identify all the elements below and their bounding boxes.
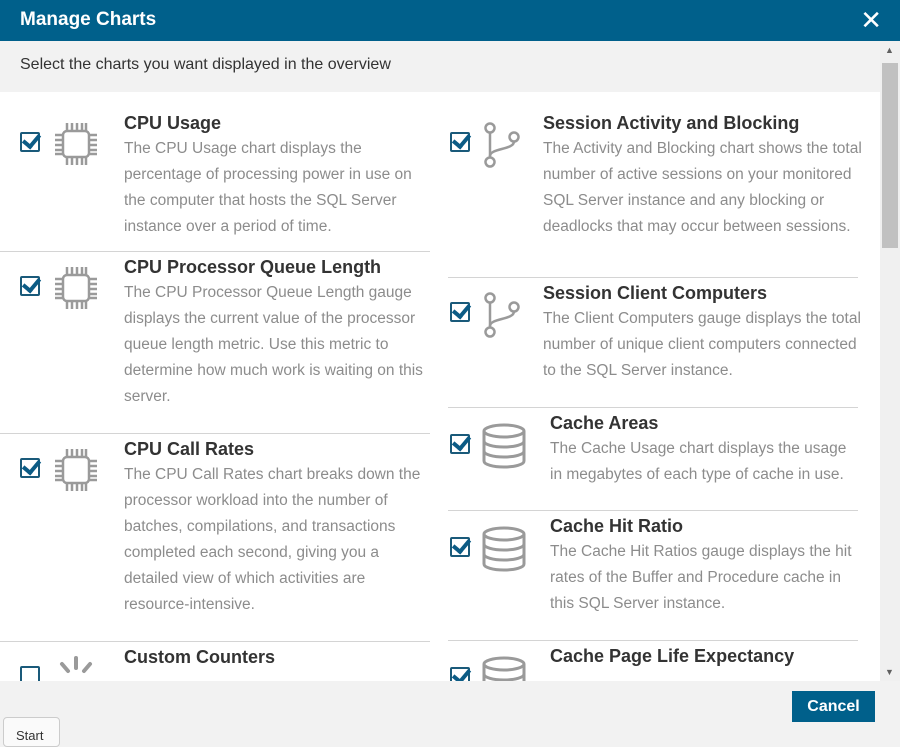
scrollbar[interactable]: ▲ ▼ <box>880 41 900 681</box>
chart-option-cpu-usage[interactable]: CPU Usage The CPU Usage chart displays t… <box>0 108 430 252</box>
chart-title: CPU Usage <box>124 113 222 133</box>
chart-option-cpu-call-rates[interactable]: CPU Call Rates The CPU Call Rates chart … <box>0 434 430 642</box>
chart-option-cache-page-life-expectancy[interactable]: Cache Page Life Expectancy <box>448 641 858 681</box>
chart-option-session-activity-and-blocking[interactable]: Session Activity and Blocking The Activi… <box>448 108 862 278</box>
chart-option-custom-counters[interactable]: Custom Counters <box>0 642 430 681</box>
cpu-chip-icon <box>52 446 100 494</box>
dialog-title: Manage Charts <box>20 9 157 30</box>
chart-title: Cache Page Life Expectancy <box>550 646 795 666</box>
left-column: CPU Usage The CPU Usage chart displays t… <box>0 108 430 681</box>
chart-description: The Cache Usage chart displays the usage… <box>550 440 847 483</box>
branch-icon <box>480 290 528 338</box>
branch-icon <box>480 120 528 168</box>
chart-checkbox[interactable] <box>450 537 470 557</box>
chart-description: The Cache Hit Ratios gauge displays the … <box>550 543 852 612</box>
close-icon[interactable]: ✕ <box>860 5 882 35</box>
chart-description: The Client Computers gauge displays the … <box>543 310 861 379</box>
chart-title: CPU Call Rates <box>124 439 255 459</box>
chart-checkbox[interactable] <box>450 434 470 454</box>
chart-checkbox[interactable] <box>450 667 470 681</box>
database-icon <box>480 653 528 681</box>
cpu-chip-icon <box>52 120 100 168</box>
chart-description: The CPU Processor Queue Length gauge dis… <box>124 284 423 405</box>
cancel-button[interactable]: Cancel <box>792 691 875 722</box>
chart-option-session-client-computers[interactable]: Session Client Computers The Client Comp… <box>448 278 861 408</box>
right-column: Session Activity and Blocking The Activi… <box>448 108 862 681</box>
cpu-chip-icon <box>52 264 100 312</box>
start-button[interactable]: Start <box>3 717 60 747</box>
chart-description: The CPU Call Rates chart breaks down the… <box>124 466 421 613</box>
scroll-down-icon[interactable]: ▼ <box>885 667 894 677</box>
scrollbar-thumb[interactable] <box>882 63 898 248</box>
database-icon <box>480 523 528 572</box>
chart-checkbox[interactable] <box>450 302 470 322</box>
dialog-subtitle: Select the charts you want displayed in … <box>20 56 391 73</box>
chart-checkbox[interactable] <box>20 276 40 296</box>
spinner-icon <box>52 654 100 681</box>
chart-option-cpu-processor-queue-length[interactable]: CPU Processor Queue Length The CPU Proce… <box>0 252 430 434</box>
chart-title: Session Client Computers <box>543 283 768 303</box>
chart-checkbox[interactable] <box>20 666 40 681</box>
chart-title: Session Activity and Blocking <box>543 113 800 133</box>
chart-title: CPU Processor Queue Length <box>124 257 382 277</box>
chart-title: Cache Areas <box>550 413 659 433</box>
chart-checkbox[interactable] <box>20 458 40 478</box>
chart-description: The CPU Usage chart displays the percent… <box>124 140 412 235</box>
chart-checkbox[interactable] <box>20 132 40 152</box>
chart-option-cache-hit-ratio[interactable]: Cache Hit Ratio The Cache Hit Ratios gau… <box>448 511 858 641</box>
chart-option-cache-areas[interactable]: Cache Areas The Cache Usage chart displa… <box>448 408 858 511</box>
chart-title: Cache Hit Ratio <box>550 516 684 536</box>
chart-description: The Activity and Blocking chart shows th… <box>543 140 862 235</box>
chart-list: CPU Usage The CPU Usage chart displays t… <box>0 92 880 681</box>
scroll-up-icon[interactable]: ▲ <box>885 45 894 55</box>
chart-checkbox[interactable] <box>450 132 470 152</box>
chart-title: Custom Counters <box>124 647 276 667</box>
dialog-header: Manage Charts ✕ <box>0 0 900 41</box>
database-icon <box>480 420 528 469</box>
